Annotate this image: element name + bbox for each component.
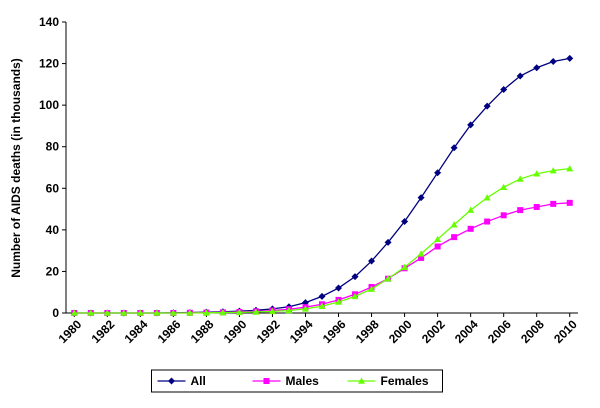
marker [169,309,177,316]
y-tick-label: 40 [46,223,60,237]
x-tick-label: 2010 [551,317,580,346]
marker [168,377,175,385]
marker [418,254,425,261]
legend-label: Males [286,374,320,388]
marker [268,307,276,315]
marker [566,54,574,62]
x-tick-label: 1994 [287,317,316,346]
marker [417,250,425,257]
marker [202,309,210,316]
marker [401,218,409,226]
marker [70,309,78,316]
marker [467,225,474,232]
series-line [74,57,570,314]
marker [235,308,243,316]
marker [384,275,392,282]
marker [186,309,194,316]
marker [450,221,458,228]
marker [434,235,442,243]
marker [533,203,540,210]
x-tick-label: 1996 [320,317,349,346]
marker [335,284,343,292]
x-tick-label: 1990 [221,317,250,346]
y-tick-label: 60 [46,181,60,195]
y-tick-label: 140 [39,15,59,29]
marker [401,263,409,271]
marker [500,212,507,219]
marker [500,183,508,191]
y-axis-label: Number of AIDS deaths (in thousands) [9,58,23,278]
x-tick-label: 1982 [89,317,118,346]
x-tick-label: 2002 [419,317,448,346]
marker [120,309,128,316]
x-tick-label: 1980 [56,317,85,346]
marker [434,243,441,250]
marker [252,308,260,315]
marker [450,144,458,152]
marker [358,377,365,384]
x-tick-label: 2006 [485,317,514,346]
legend-box [151,369,443,393]
x-tick-label: 2008 [518,317,547,346]
marker [351,292,359,300]
legend-label: Females [381,374,429,388]
x-tick-label: 1986 [155,317,184,346]
x-tick-label: 1984 [122,317,151,346]
series-line [74,167,570,314]
marker [219,309,227,316]
y-tick-label: 120 [39,57,59,71]
x-tick-label: 1992 [254,317,283,346]
marker [335,298,343,305]
marker [549,167,557,174]
marker [103,309,111,316]
marker [467,206,475,213]
marker [384,238,392,246]
marker [533,170,541,177]
marker [549,57,557,65]
marker [451,234,458,241]
marker [483,194,491,201]
marker [368,257,376,265]
marker [533,64,541,72]
marker [516,72,524,80]
marker [87,309,95,316]
marker [467,121,475,129]
y-tick-label: 100 [39,98,59,112]
x-tick-label: 1988 [188,317,217,346]
legend: All Males Females [151,369,443,393]
x-tick-label: 2004 [452,317,481,346]
marker [417,194,425,202]
marker [483,102,491,110]
marker [517,207,524,214]
marker [500,86,508,94]
marker [368,285,376,292]
marker [566,199,573,206]
marker [318,292,326,300]
marker [301,305,309,312]
marker [136,309,144,316]
marker [285,307,293,314]
marker [566,165,574,172]
marker [516,175,524,182]
x-tick-label: 1998 [353,317,382,346]
marker [484,218,491,225]
marker [550,200,557,207]
y-tick-label: 20 [46,264,60,278]
marker [434,169,442,177]
y-tick-label: 0 [52,306,59,320]
marker [318,302,326,309]
legend-label: All [191,374,206,388]
marker [263,378,270,384]
marker [351,273,359,281]
marker [153,309,161,316]
y-tick-label: 80 [46,140,60,154]
x-tick-label: 2000 [386,317,415,346]
